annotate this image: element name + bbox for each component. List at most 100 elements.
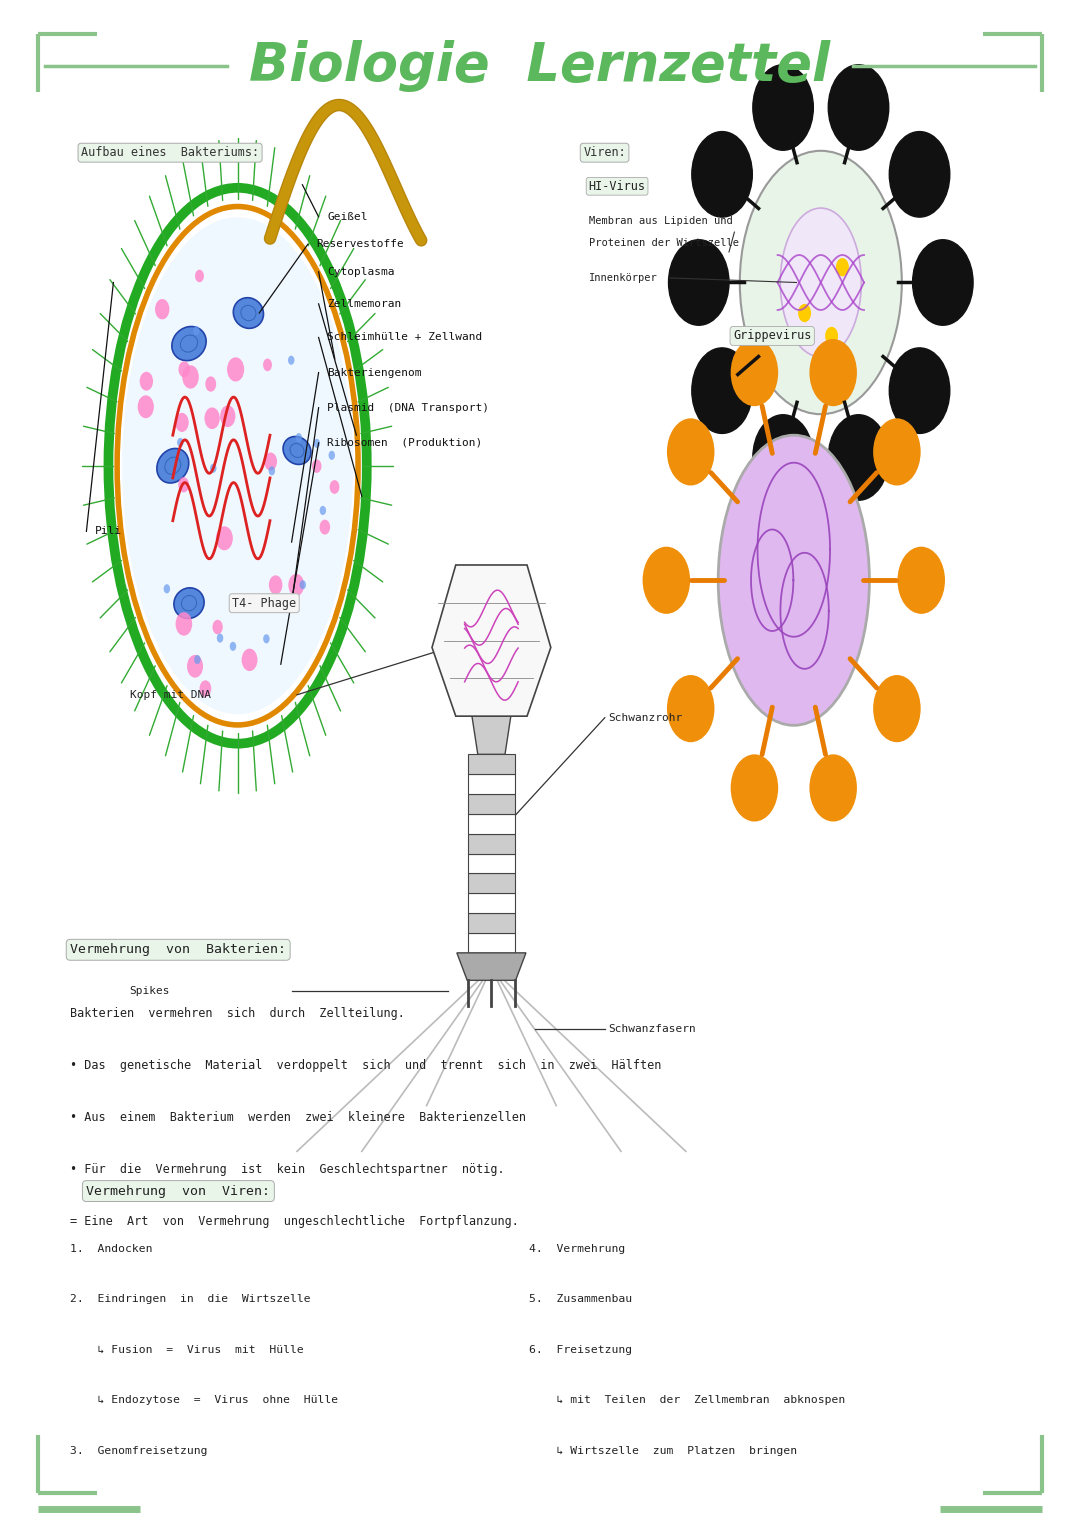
Text: = Eine  Art  von  Vermehrung  ungeschlechtliche  Fortpflanzung.: = Eine Art von Vermehrung ungeschlechtli… [70, 1215, 519, 1228]
Circle shape [692, 131, 753, 217]
Polygon shape [468, 913, 515, 933]
Circle shape [177, 438, 184, 447]
Circle shape [139, 371, 153, 391]
Circle shape [287, 594, 298, 608]
Circle shape [643, 547, 690, 614]
Ellipse shape [122, 217, 353, 715]
Ellipse shape [740, 151, 902, 414]
Polygon shape [457, 953, 526, 980]
Circle shape [836, 258, 849, 276]
Circle shape [809, 339, 856, 406]
Circle shape [753, 415, 813, 501]
Text: Geißel: Geißel [327, 212, 367, 221]
Text: • Für  die  Vermehrung  ist  kein  Geschlechtspartner  nötig.: • Für die Vermehrung ist kein Geschlecht… [70, 1164, 504, 1176]
Ellipse shape [718, 435, 869, 725]
Circle shape [163, 585, 170, 594]
Text: Plasmid  (DNA Transport): Plasmid (DNA Transport) [327, 403, 489, 412]
Circle shape [205, 376, 216, 392]
Circle shape [187, 655, 203, 678]
Circle shape [213, 620, 222, 634]
Text: Vermehrung  von  Bakterien:: Vermehrung von Bakterien: [70, 944, 286, 956]
Polygon shape [468, 794, 515, 814]
Circle shape [204, 408, 219, 429]
Circle shape [230, 641, 237, 651]
Text: Bakterien  vermehren  sich  durch  Zellteilung.: Bakterien vermehren sich durch Zellteilu… [70, 1008, 405, 1020]
Text: ↳ Fusion  =  Virus  mit  Hülle: ↳ Fusion = Virus mit Hülle [70, 1345, 303, 1354]
Circle shape [178, 362, 190, 377]
Text: 2.  Eindringen  in  die  Wirtszelle: 2. Eindringen in die Wirtszelle [70, 1295, 311, 1304]
Circle shape [216, 527, 233, 550]
Polygon shape [468, 814, 515, 834]
Circle shape [312, 460, 322, 473]
Text: Zellmemoran: Zellmemoran [327, 299, 402, 308]
Circle shape [242, 649, 257, 670]
Polygon shape [468, 933, 515, 953]
Circle shape [798, 304, 811, 322]
Text: ↳ mit  Teilen  der  Zellmembran  abknospen: ↳ mit Teilen der Zellmembran abknospen [529, 1396, 846, 1405]
Text: Spikes: Spikes [130, 986, 171, 996]
Text: Cytoplasma: Cytoplasma [327, 267, 395, 276]
Circle shape [296, 434, 302, 443]
Text: 1.  Andocken: 1. Andocken [70, 1245, 152, 1254]
Circle shape [217, 634, 224, 643]
Circle shape [889, 131, 949, 217]
Circle shape [753, 64, 813, 150]
Text: Viren:: Viren: [583, 147, 626, 159]
Circle shape [320, 505, 326, 515]
Text: Reservestoffe: Reservestoffe [316, 240, 404, 249]
Circle shape [265, 452, 278, 470]
Text: Proteinen der Wirtszelle: Proteinen der Wirtszelle [589, 238, 739, 247]
Circle shape [897, 547, 945, 614]
Text: Schwanzrohr: Schwanzrohr [608, 713, 683, 722]
Circle shape [156, 299, 170, 319]
Circle shape [825, 327, 838, 345]
Text: ↳ Endozytose  =  Virus  ohne  Hülle: ↳ Endozytose = Virus ohne Hülle [70, 1396, 338, 1405]
Circle shape [669, 240, 729, 325]
Circle shape [264, 634, 270, 643]
Text: T4- Phage: T4- Phage [232, 597, 296, 609]
Ellipse shape [780, 208, 862, 357]
Polygon shape [468, 774, 515, 794]
Circle shape [828, 415, 889, 501]
Circle shape [313, 438, 320, 447]
Text: Bakteriengenom: Bakteriengenom [327, 368, 421, 377]
Circle shape [731, 339, 779, 406]
Polygon shape [468, 854, 515, 873]
Circle shape [175, 412, 189, 432]
Text: Vermehrung  von  Viren:: Vermehrung von Viren: [86, 1185, 270, 1197]
Circle shape [183, 365, 199, 389]
Circle shape [809, 754, 856, 822]
Circle shape [288, 356, 295, 365]
Circle shape [227, 357, 244, 382]
Ellipse shape [283, 437, 311, 464]
Circle shape [178, 476, 189, 492]
Circle shape [137, 395, 153, 418]
Circle shape [329, 479, 339, 493]
Text: Membran aus Lipiden und: Membran aus Lipiden und [589, 217, 732, 226]
Circle shape [320, 519, 330, 534]
Text: Schleimhülle + Zellwand: Schleimhülle + Zellwand [327, 333, 483, 342]
Circle shape [210, 464, 216, 473]
Circle shape [193, 325, 200, 334]
Circle shape [889, 348, 949, 434]
Text: Aufbau eines  Bakteriums:: Aufbau eines Bakteriums: [81, 147, 259, 159]
Text: Grippevirus: Grippevirus [733, 330, 811, 342]
Polygon shape [432, 565, 551, 716]
Circle shape [667, 418, 715, 486]
Polygon shape [468, 873, 515, 893]
Polygon shape [468, 754, 515, 774]
Circle shape [176, 612, 192, 635]
Text: 3.  Genomfreisetzung: 3. Genomfreisetzung [70, 1446, 207, 1455]
Circle shape [328, 450, 335, 460]
Text: Pili: Pili [95, 527, 122, 536]
Text: Ribosomen  (Produktion): Ribosomen (Produktion) [327, 438, 483, 447]
Text: Innenkörper: Innenkörper [589, 273, 658, 282]
Text: 5.  Zusammenbau: 5. Zusammenbau [529, 1295, 632, 1304]
Polygon shape [472, 716, 511, 754]
Ellipse shape [174, 588, 204, 618]
Text: • Aus  einem  Bakterium  werden  zwei  kleinere  Bakterienzellen: • Aus einem Bakterium werden zwei kleine… [70, 1112, 526, 1124]
Text: 4.  Vermehrung: 4. Vermehrung [529, 1245, 625, 1254]
Text: • Das  genetische  Material  verdoppelt  sich  und  trennt  sich  in  zwei  Hälf: • Das genetische Material verdoppelt sic… [70, 1060, 662, 1072]
Circle shape [873, 418, 920, 486]
Circle shape [299, 580, 306, 589]
